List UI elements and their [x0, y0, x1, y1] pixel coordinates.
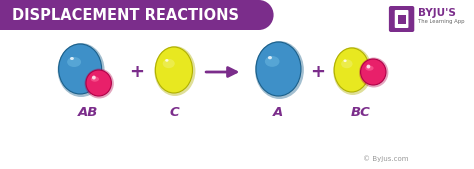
Bar	[398, 15, 405, 24]
Ellipse shape	[255, 41, 304, 99]
Text: +: +	[310, 63, 325, 81]
FancyBboxPatch shape	[389, 6, 414, 32]
Circle shape	[361, 59, 386, 85]
Ellipse shape	[155, 46, 195, 96]
Ellipse shape	[341, 59, 353, 68]
Ellipse shape	[268, 56, 272, 59]
Circle shape	[86, 70, 111, 96]
Text: BC: BC	[351, 106, 371, 119]
Ellipse shape	[70, 57, 74, 60]
Circle shape	[92, 76, 96, 79]
FancyBboxPatch shape	[395, 10, 409, 28]
Ellipse shape	[256, 42, 301, 96]
Circle shape	[366, 65, 370, 68]
Ellipse shape	[265, 56, 280, 67]
Ellipse shape	[365, 66, 374, 71]
Ellipse shape	[333, 47, 372, 95]
Ellipse shape	[165, 59, 169, 62]
Text: +: +	[129, 63, 144, 81]
Ellipse shape	[163, 59, 175, 68]
Text: © Byjus.com: © Byjus.com	[363, 156, 409, 162]
Ellipse shape	[91, 77, 99, 82]
Ellipse shape	[344, 59, 346, 62]
Ellipse shape	[244, 0, 273, 30]
Text: A: A	[273, 106, 283, 119]
Ellipse shape	[59, 44, 101, 94]
Ellipse shape	[334, 48, 369, 92]
Text: The Learning App: The Learning App	[418, 18, 465, 23]
Ellipse shape	[58, 43, 105, 97]
Text: AB: AB	[78, 106, 98, 119]
Circle shape	[359, 57, 388, 88]
Bar	[0, 0, 259, 30]
Text: DISPLACEMENT REACTIONS: DISPLACEMENT REACTIONS	[12, 7, 239, 22]
Ellipse shape	[155, 47, 192, 93]
Text: BYJU'S: BYJU'S	[418, 8, 456, 18]
Ellipse shape	[67, 57, 81, 67]
Circle shape	[84, 68, 114, 99]
Text: C: C	[169, 106, 179, 119]
